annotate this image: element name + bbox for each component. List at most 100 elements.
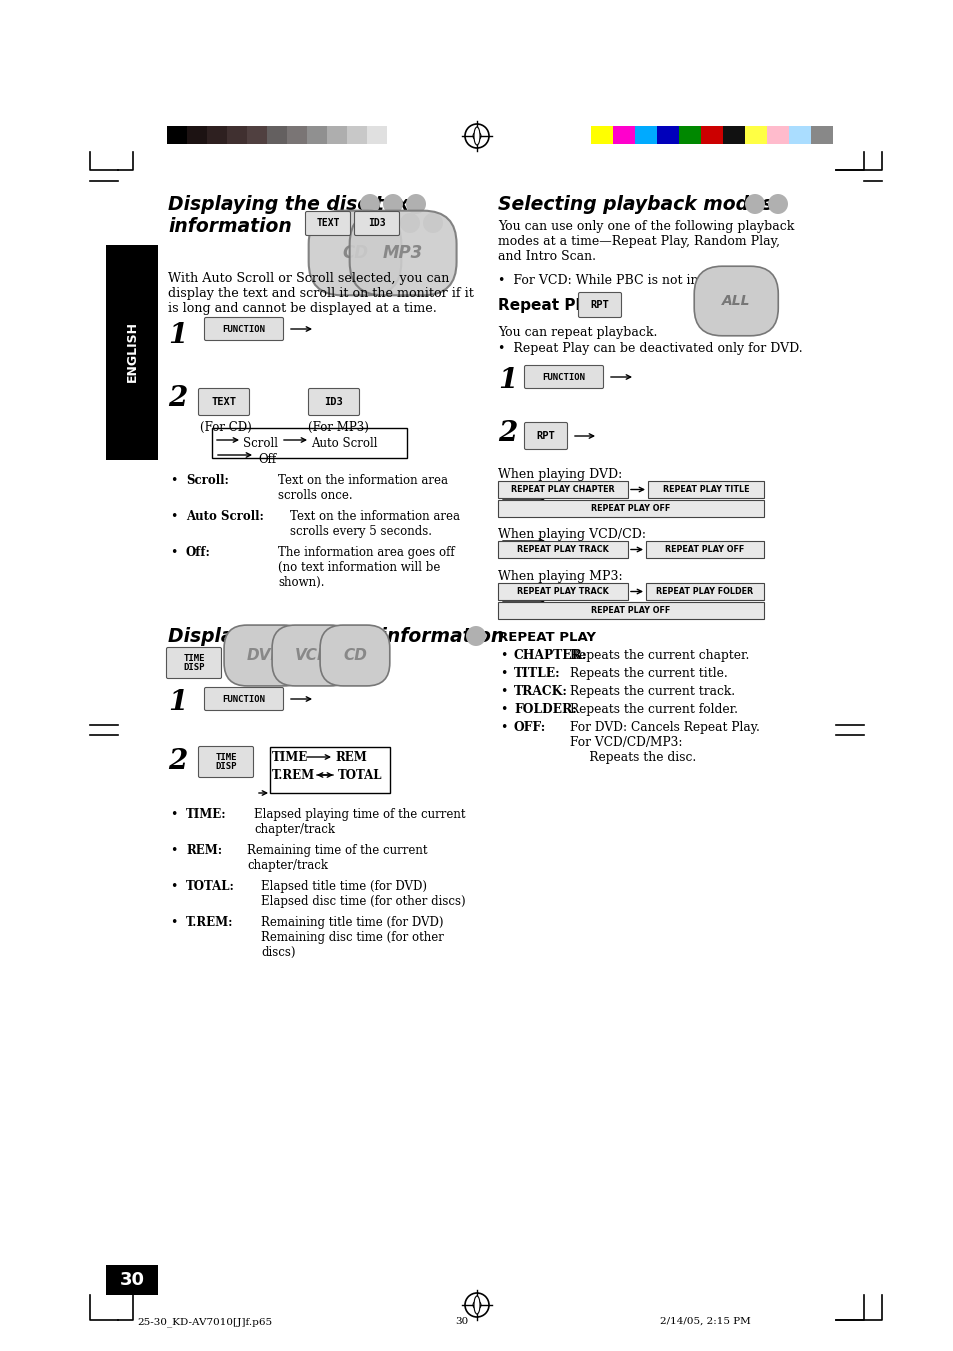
Circle shape [249,653,269,673]
Text: Selecting playback modes: Selecting playback modes [497,195,772,213]
Circle shape [406,195,426,213]
Text: Repeats the current track.: Repeats the current track. [569,685,735,698]
Text: Auto Scroll: Auto Scroll [311,436,377,450]
Text: The information area goes off
(no text information will be
shown).: The information area goes off (no text i… [277,546,455,589]
Text: ENGLISH: ENGLISH [126,322,138,382]
Text: 2: 2 [168,385,187,412]
Bar [645,584,763,600]
Text: TITLE:: TITLE: [514,667,560,680]
Bar [270,747,390,793]
Text: •: • [170,880,177,893]
Text: Repeats the current chapter.: Repeats the current chapter. [569,648,749,662]
Text: For DVD: Cancels Repeat Play.
For VCD/CD/MP3:
     Repeats the disc.: For DVD: Cancels Repeat Play. For VCD/CD… [569,721,760,765]
Bar [497,584,627,600]
Text: Repeats the current title.: Repeats the current title. [569,667,727,680]
Text: FUNCTION: FUNCTION [542,373,585,381]
Text: •: • [499,667,507,680]
Bar [788,126,810,145]
Text: TRACK:: TRACK: [514,685,567,698]
Text: •: • [170,844,177,857]
Text: Repeats the current folder.: Repeats the current folder. [569,703,738,716]
Text: FUNCTION: FUNCTION [222,324,265,334]
Text: 2: 2 [168,748,187,775]
FancyBboxPatch shape [204,317,283,340]
FancyBboxPatch shape [578,293,620,317]
Circle shape [465,626,485,646]
Text: •: • [170,509,177,523]
Text: CD: CD [343,648,367,663]
Text: TOTAL: TOTAL [337,769,382,782]
Text: FOLDER:: FOLDER: [514,703,577,716]
FancyBboxPatch shape [308,389,359,416]
Text: •: • [499,703,507,716]
Bar [227,126,247,145]
Text: REPEAT PLAY OFF: REPEAT PLAY OFF [591,504,670,513]
Bar [497,500,763,517]
Bar [187,126,207,145]
Text: Auto Scroll:: Auto Scroll: [186,509,264,523]
Circle shape [744,195,764,213]
Text: TEXT: TEXT [212,397,236,407]
Circle shape [294,653,314,673]
Text: When playing DVD:: When playing DVD: [497,467,621,481]
Text: CHAPTER:: CHAPTER: [514,648,587,662]
Bar [247,126,267,145]
Text: REPEAT PLAY FOLDER: REPEAT PLAY FOLDER [656,586,753,596]
Text: Displaying the disc text: Displaying the disc text [168,195,417,213]
Ellipse shape [474,1296,479,1315]
Bar [347,126,367,145]
Text: REPEAT PLAY: REPEAT PLAY [497,631,596,644]
Text: TEXT: TEXT [315,219,339,228]
Text: Off: Off [257,453,275,466]
Circle shape [340,653,360,673]
Text: REPEAT PLAY TRACK: REPEAT PLAY TRACK [517,586,608,596]
Text: Off:: Off: [186,546,211,559]
Text: With Auto Scroll or Scroll selected, you can
display the text and scroll it on t: With Auto Scroll or Scroll selected, you… [168,272,474,315]
FancyBboxPatch shape [524,366,603,389]
Bar [207,126,227,145]
Text: Elapsed playing time of the current
chapter/track: Elapsed playing time of the current chap… [253,808,465,836]
FancyBboxPatch shape [198,747,253,777]
Bar [590,126,613,145]
Text: Scroll:: Scroll: [186,474,229,486]
Text: 30: 30 [455,1317,468,1325]
Text: DVD: DVD [247,648,284,663]
Text: •: • [499,685,507,698]
Text: 1: 1 [168,322,187,349]
Bar [287,126,307,145]
Text: REM: REM [335,751,366,765]
Circle shape [226,653,246,673]
FancyBboxPatch shape [524,423,567,450]
Text: 2/14/05, 2:15 PM: 2/14/05, 2:15 PM [659,1317,750,1325]
Text: REPEAT PLAY OFF: REPEAT PLAY OFF [591,607,670,615]
Text: Repeat Play: Repeat Play [497,299,599,313]
Bar [700,126,722,145]
Text: T.REM: T.REM [272,769,314,782]
Text: (For CD): (For CD) [200,422,252,434]
Bar [647,481,763,499]
FancyBboxPatch shape [198,389,250,416]
Text: 1: 1 [497,367,517,394]
Text: Text on the information area
scrolls every 5 seconds.: Text on the information area scrolls eve… [290,509,459,538]
Text: 30: 30 [119,1271,144,1289]
Text: REPEAT PLAY TITLE: REPEAT PLAY TITLE [662,485,748,494]
Text: •: • [170,808,177,821]
Bar [387,126,407,145]
Text: REM:: REM: [186,844,222,857]
Bar [497,603,763,619]
Text: T.REM:: T.REM: [186,916,233,929]
Text: REPEAT PLAY CHAPTER: REPEAT PLAY CHAPTER [511,485,614,494]
Text: •: • [499,721,507,734]
Bar [212,428,407,458]
Text: •  For VCD: While PBC is not in use.: • For VCD: While PBC is not in use. [497,274,727,286]
Text: ID3: ID3 [324,397,343,407]
Text: TIME: TIME [272,751,308,765]
Circle shape [317,653,337,673]
Bar [167,126,187,145]
Text: 2: 2 [497,420,517,447]
Text: TIME
DISP: TIME DISP [183,654,205,673]
Text: TOTAL:: TOTAL: [186,880,234,893]
Circle shape [272,653,292,673]
Circle shape [767,195,787,213]
Text: •: • [499,648,507,662]
